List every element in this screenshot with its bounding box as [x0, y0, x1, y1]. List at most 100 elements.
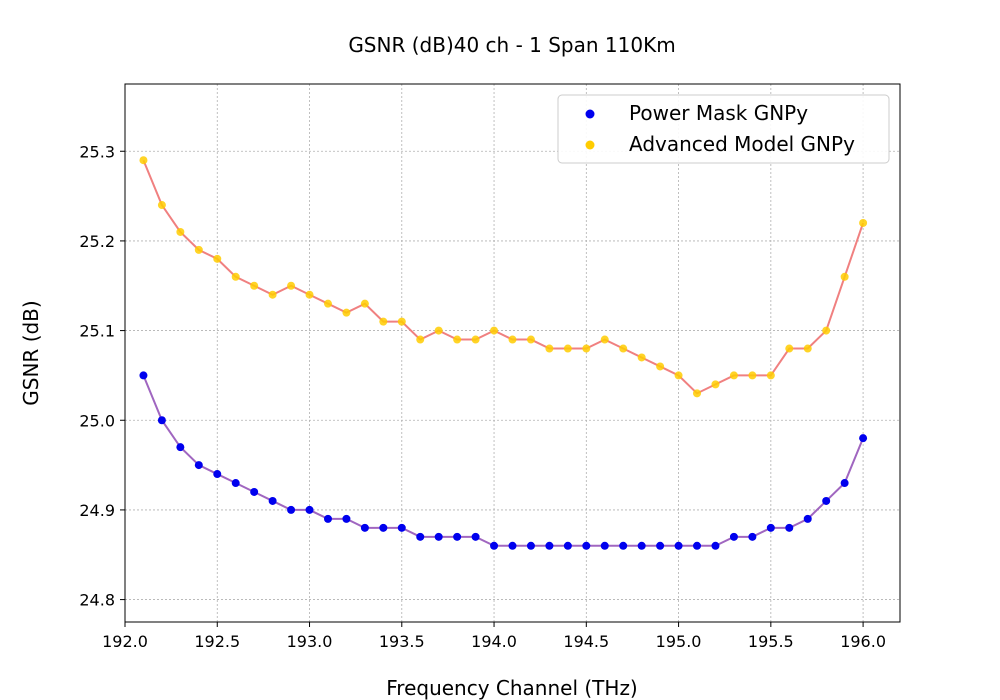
- y-tick-label: 25.3: [79, 142, 115, 161]
- data-point-power-mask: [139, 371, 148, 380]
- data-point-power-mask: [342, 514, 351, 523]
- data-point-power-mask: [508, 541, 517, 550]
- data-point-advanced-model: [157, 201, 166, 210]
- data-point-power-mask: [822, 496, 831, 505]
- data-point-power-mask: [693, 541, 702, 550]
- x-tick-label: 192.0: [102, 632, 148, 651]
- data-point-advanced-model: [176, 227, 185, 236]
- y-tick-label: 24.8: [79, 591, 115, 610]
- x-tick-label: 195.0: [656, 632, 702, 651]
- data-point-power-mask: [323, 514, 332, 523]
- data-point-advanced-model: [785, 344, 794, 353]
- legend-marker-power-mask: [585, 109, 595, 119]
- data-point-advanced-model: [453, 335, 462, 344]
- data-point-power-mask: [231, 479, 240, 488]
- data-point-advanced-model: [397, 317, 406, 326]
- x-tick-label: 193.5: [379, 632, 425, 651]
- data-point-power-mask: [416, 532, 425, 541]
- data-point-advanced-model: [748, 371, 757, 380]
- data-point-power-mask: [305, 505, 314, 514]
- data-point-advanced-model: [545, 344, 554, 353]
- data-point-power-mask: [453, 532, 462, 541]
- data-point-advanced-model: [582, 344, 591, 353]
- data-point-power-mask: [803, 514, 812, 523]
- data-point-advanced-model: [729, 371, 738, 380]
- data-point-advanced-model: [563, 344, 572, 353]
- data-point-advanced-model: [674, 371, 683, 380]
- data-point-power-mask: [563, 541, 572, 550]
- data-point-advanced-model: [471, 335, 480, 344]
- chart-title: GSNR (dB)40 ch - 1 Span 110Km: [348, 33, 675, 57]
- data-point-advanced-model: [379, 317, 388, 326]
- data-point-advanced-model: [766, 371, 775, 380]
- legend-box: [557, 94, 890, 164]
- data-point-power-mask: [434, 532, 443, 541]
- data-point-power-mask: [859, 434, 868, 443]
- data-point-power-mask: [766, 523, 775, 532]
- x-axis-ticks: 192.0 192.5 193.0 193.5 194.0 194.5 195.0 195.5…: [102, 622, 886, 651]
- data-point-advanced-model: [619, 344, 628, 353]
- series-lines: [142, 159, 865, 547]
- data-point-power-mask: [840, 479, 849, 488]
- data-point-advanced-model: [213, 254, 222, 263]
- data-point-power-mask: [526, 541, 535, 550]
- series-points: [139, 156, 868, 550]
- data-point-advanced-model: [287, 281, 296, 290]
- data-point-power-mask: [656, 541, 665, 550]
- data-point-advanced-model: [305, 290, 314, 299]
- data-point-power-mask: [729, 532, 738, 541]
- data-point-power-mask: [619, 541, 628, 550]
- x-tick-label: 193.0: [287, 632, 333, 651]
- y-axis-label: GSNR (dB): [19, 300, 43, 405]
- data-point-advanced-model: [656, 362, 665, 371]
- data-point-advanced-model: [490, 326, 499, 335]
- legend: Power Mask GNPy Advanced Model GNPy: [557, 94, 890, 164]
- data-point-advanced-model: [526, 335, 535, 344]
- data-point-advanced-model: [323, 299, 332, 308]
- data-point-power-mask: [213, 470, 222, 479]
- data-point-advanced-model: [268, 290, 277, 299]
- y-tick-label: 25.2: [79, 232, 115, 251]
- data-point-advanced-model: [231, 272, 240, 281]
- y-tick-label: 24.9: [79, 501, 115, 520]
- data-point-power-mask: [157, 416, 166, 425]
- data-point-power-mask: [397, 523, 406, 532]
- data-point-advanced-model: [859, 218, 868, 227]
- data-point-advanced-model: [434, 326, 443, 335]
- data-point-power-mask: [637, 541, 646, 550]
- data-point-advanced-model: [508, 335, 517, 344]
- x-tick-label: 194.5: [563, 632, 609, 651]
- y-axis-ticks: 24.8 24.9 25.0 25.1 25.2 25.3: [79, 142, 125, 610]
- data-point-power-mask: [674, 541, 683, 550]
- data-point-power-mask: [250, 487, 259, 496]
- data-point-power-mask: [360, 523, 369, 532]
- data-point-power-mask: [194, 461, 203, 470]
- x-tick-label: 194.0: [471, 632, 517, 651]
- plot-frame: [124, 83, 901, 623]
- legend-label-advanced-model: Advanced Model GNPy: [629, 132, 855, 156]
- data-point-advanced-model: [342, 308, 351, 317]
- data-point-power-mask: [545, 541, 554, 550]
- data-point-power-mask: [490, 541, 499, 550]
- y-tick-label: 25.1: [79, 322, 115, 341]
- x-tick-label: 195.5: [748, 632, 794, 651]
- data-point-advanced-model: [416, 335, 425, 344]
- data-point-advanced-model: [139, 156, 148, 165]
- data-point-advanced-model: [840, 272, 849, 281]
- data-point-power-mask: [785, 523, 794, 532]
- data-point-power-mask: [287, 505, 296, 514]
- x-axis-label: Frequency Channel (THz): [386, 676, 638, 700]
- data-point-power-mask: [379, 523, 388, 532]
- data-point-power-mask: [582, 541, 591, 550]
- data-point-power-mask: [471, 532, 480, 541]
- data-point-advanced-model: [711, 380, 720, 389]
- data-point-power-mask: [176, 443, 185, 452]
- data-point-power-mask: [748, 532, 757, 541]
- x-tick-label: 196.0: [840, 632, 886, 651]
- data-point-advanced-model: [360, 299, 369, 308]
- data-point-advanced-model: [822, 326, 831, 335]
- legend-label-power-mask: Power Mask GNPy: [629, 101, 808, 125]
- data-point-advanced-model: [250, 281, 259, 290]
- grid: [124, 84, 900, 622]
